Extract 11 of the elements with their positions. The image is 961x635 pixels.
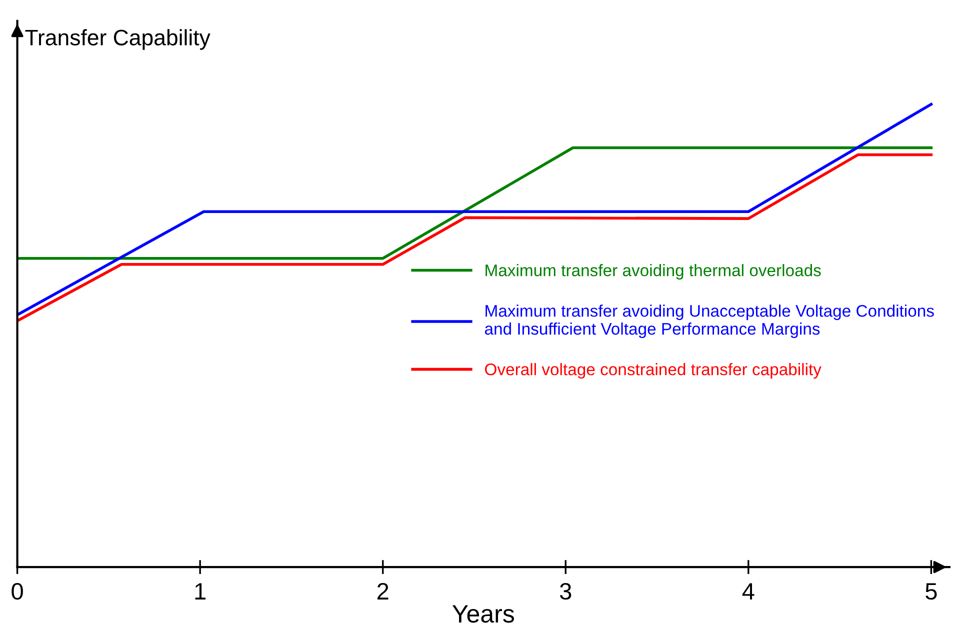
x-tick-label: 0 — [12, 582, 23, 600]
x-tick-label: 1 — [195, 583, 206, 600]
legend-label: Maximum transfer avoiding thermal overloads — [486, 264, 821, 280]
legend-label: Maximum transfer avoiding Unacceptable Voltage Conditions and Insufficient Voltage Performance Margins — [484, 304, 934, 338]
y-axis-title: Transfer Capability — [25, 29, 210, 50]
x-axis-title: Years — [452, 605, 514, 623]
x-tick-label: 4 — [742, 583, 754, 600]
x-tick-label: 3 — [560, 582, 572, 600]
x-tick-label: 2 — [377, 582, 388, 600]
x-tick-label: 5 — [926, 583, 937, 600]
legend-label: Overall voltage constrained transfer capability — [485, 363, 822, 379]
